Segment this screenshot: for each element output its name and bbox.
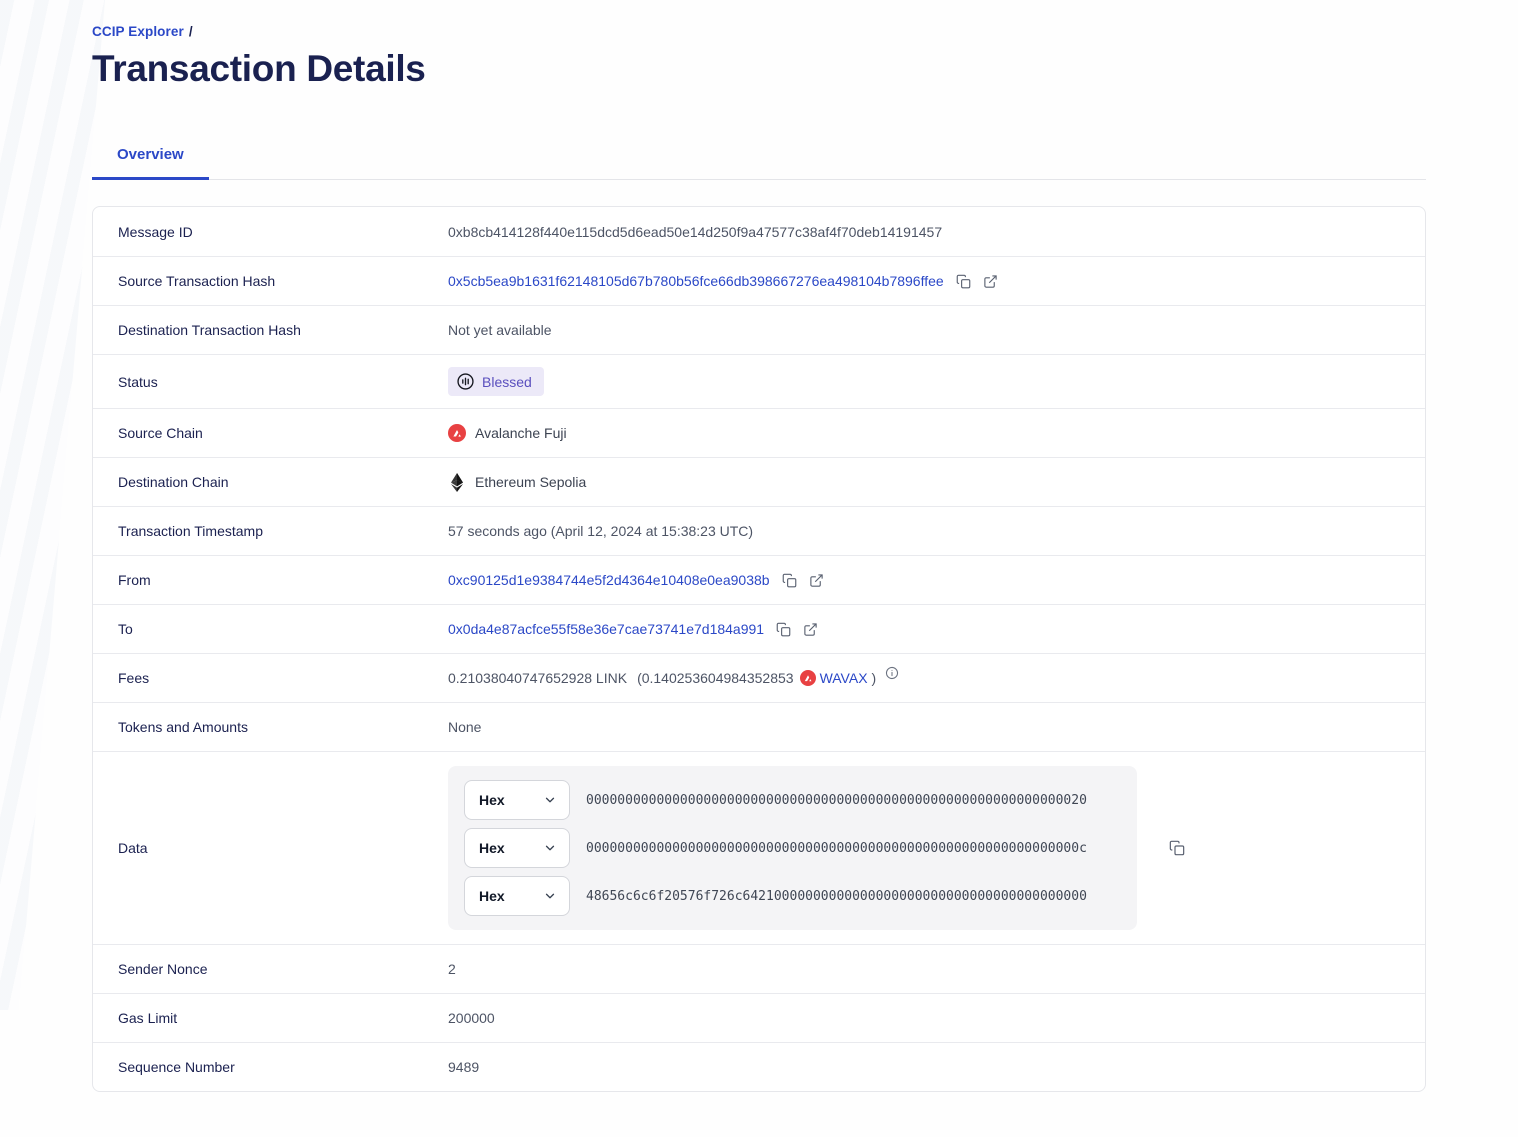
encoding-select[interactable]: Hex (464, 828, 570, 868)
dest-chain-name: Ethereum Sepolia (475, 474, 587, 490)
table-row-status: Status Blessed (93, 354, 1425, 408)
timestamp-label: Transaction Timestamp (118, 523, 263, 539)
status-value: Blessed (448, 367, 544, 396)
table-row-tokens-amounts: Tokens and Amounts None (93, 702, 1425, 751)
page-title: Transaction Details (92, 48, 426, 89)
data-hex-line-3: 48656c6c6f20576f726c64210000000000000000… (586, 888, 1087, 904)
data-line-2: Hex 000000000000000000000000000000000000… (464, 828, 1121, 868)
source-tx-hash-label: Source Transaction Hash (118, 273, 276, 289)
external-link-icon[interactable] (983, 274, 998, 289)
source-tx-hash-value: 0x5cb5ea9b1631f62148105d67b780b56fce66db… (448, 273, 998, 289)
message-id-label: Message ID (118, 223, 193, 240)
tokens-amounts-label: Tokens and Amounts (118, 719, 248, 735)
timestamp-value: 57 seconds ago (April 12, 2024 at 15:38:… (448, 523, 754, 539)
tab-bar: Overview (92, 136, 1426, 180)
wavax-token-link[interactable]: WAVAX (819, 670, 868, 686)
data-hex-line-2: 0000000000000000000000000000000000000000… (586, 840, 1087, 856)
table-row-data: Data Hex 0000000000000000000000000000000… (93, 751, 1425, 944)
encoding-select[interactable]: Hex (464, 876, 570, 916)
to-label: To (118, 621, 133, 637)
source-chain-label: Source Chain (118, 425, 203, 441)
sequence-number-label: Sequence Number (118, 1059, 235, 1075)
from-value: 0xc90125d1e9384744e5f2d4364e10408e0ea903… (448, 572, 824, 588)
copy-icon[interactable] (1169, 840, 1185, 856)
table-row-sender-nonce: Sender Nonce 2 (93, 944, 1425, 993)
dest-tx-hash-value: Not yet available (448, 322, 552, 338)
fees-amount-link: 0.21038040747652928 LINK (448, 670, 628, 686)
data-line-3: Hex 48656c6c6f20576f726c6421000000000000… (464, 876, 1121, 916)
dest-chain-value: Ethereum Sepolia (448, 472, 587, 492)
sequence-number-value: 9489 (448, 1059, 480, 1075)
chevron-down-icon (543, 841, 557, 855)
source-chain-name: Avalanche Fuji (475, 425, 567, 441)
table-row-to: To 0x0da4e87acfce55f58e36e7cae73741e7d18… (93, 604, 1425, 653)
table-row-gas-limit: Gas Limit 200000 (93, 993, 1425, 1042)
sender-nonce-value: 2 (448, 961, 456, 977)
blessed-signal-icon (456, 372, 475, 391)
external-link-icon[interactable] (803, 622, 818, 637)
to-address-link[interactable]: 0x0da4e87acfce55f58e36e7cae73741e7d184a9… (448, 621, 765, 637)
data-value: Hex 000000000000000000000000000000000000… (448, 766, 1185, 930)
chevron-down-icon (543, 793, 557, 807)
status-label: Status (118, 373, 158, 390)
fees-value: 0.21038040747652928 LINK (0.140253604984… (448, 666, 899, 686)
dest-tx-hash-label: Destination Transaction Hash (118, 322, 301, 338)
breadcrumb-separator: / (188, 24, 193, 39)
transaction-details-table: Message ID 0xb8cb414128f440e115dcd5d6ead… (92, 206, 1426, 1092)
from-label: From (118, 572, 151, 588)
fees-label: Fees (118, 670, 150, 686)
message-id-value: 0xb8cb414128f440e115dcd5d6ead50e14d250f9… (448, 223, 943, 240)
gas-limit-label: Gas Limit (118, 1010, 178, 1026)
table-row-sequence-number: Sequence Number 9489 (93, 1042, 1425, 1091)
table-row-from: From 0xc90125d1e9384744e5f2d4364e10408e0… (93, 555, 1425, 604)
avalanche-icon (799, 670, 816, 686)
source-chain-value: Avalanche Fuji (448, 424, 567, 442)
chevron-down-icon (543, 889, 557, 903)
encoding-select[interactable]: Hex (464, 780, 570, 820)
table-row-source-chain: Source Chain Avalanche Fuji (93, 408, 1425, 457)
data-label: Data (118, 840, 148, 856)
external-link-icon[interactable] (809, 573, 824, 588)
sender-nonce-label: Sender Nonce (118, 961, 208, 977)
transaction-details-page: CCIP Explorer / Transaction Details Overv… (92, 24, 1426, 1092)
table-row-message-id: Message ID 0xb8cb414128f440e115dcd5d6ead… (93, 207, 1425, 256)
copy-icon[interactable] (782, 573, 797, 588)
ethereum-icon (448, 472, 466, 492)
table-row-timestamp: Transaction Timestamp 57 seconds ago (Ap… (93, 506, 1425, 555)
data-line-1: Hex 000000000000000000000000000000000000… (464, 780, 1121, 820)
breadcrumb-ccip-explorer-link[interactable]: CCIP Explorer (92, 24, 184, 39)
info-icon[interactable] (885, 666, 899, 680)
source-tx-hash-link[interactable]: 0x5cb5ea9b1631f62148105d67b780b56fce66db… (448, 273, 944, 289)
status-badge: Blessed (448, 367, 544, 396)
avalanche-icon (448, 424, 466, 442)
tab-overview[interactable]: Overview (92, 136, 209, 180)
gas-limit-value: 200000 (448, 1010, 495, 1026)
data-hex-panel: Hex 000000000000000000000000000000000000… (448, 766, 1137, 930)
fees-converted-close: ) (871, 670, 877, 686)
table-row-dest-tx-hash: Destination Transaction Hash Not yet ava… (93, 305, 1425, 354)
dest-chain-label: Destination Chain (118, 474, 229, 490)
tokens-amounts-value: None (448, 719, 482, 735)
fees-converted-open: (0.140253604984352853 (637, 670, 794, 686)
table-row-dest-chain: Destination Chain Ethereum Sepolia (93, 457, 1425, 506)
breadcrumb: CCIP Explorer / (92, 24, 1426, 39)
to-value: 0x0da4e87acfce55f58e36e7cae73741e7d184a9… (448, 621, 818, 637)
copy-icon[interactable] (776, 622, 791, 637)
copy-icon[interactable] (956, 274, 971, 289)
table-row-source-tx-hash: Source Transaction Hash 0x5cb5ea9b1631f6… (93, 256, 1425, 305)
table-row-fees: Fees 0.21038040747652928 LINK (0.1402536… (93, 653, 1425, 702)
from-address-link[interactable]: 0xc90125d1e9384744e5f2d4364e10408e0ea903… (448, 572, 770, 588)
data-hex-line-1: 0000000000000000000000000000000000000000… (586, 792, 1087, 808)
status-badge-text: Blessed (482, 373, 532, 390)
